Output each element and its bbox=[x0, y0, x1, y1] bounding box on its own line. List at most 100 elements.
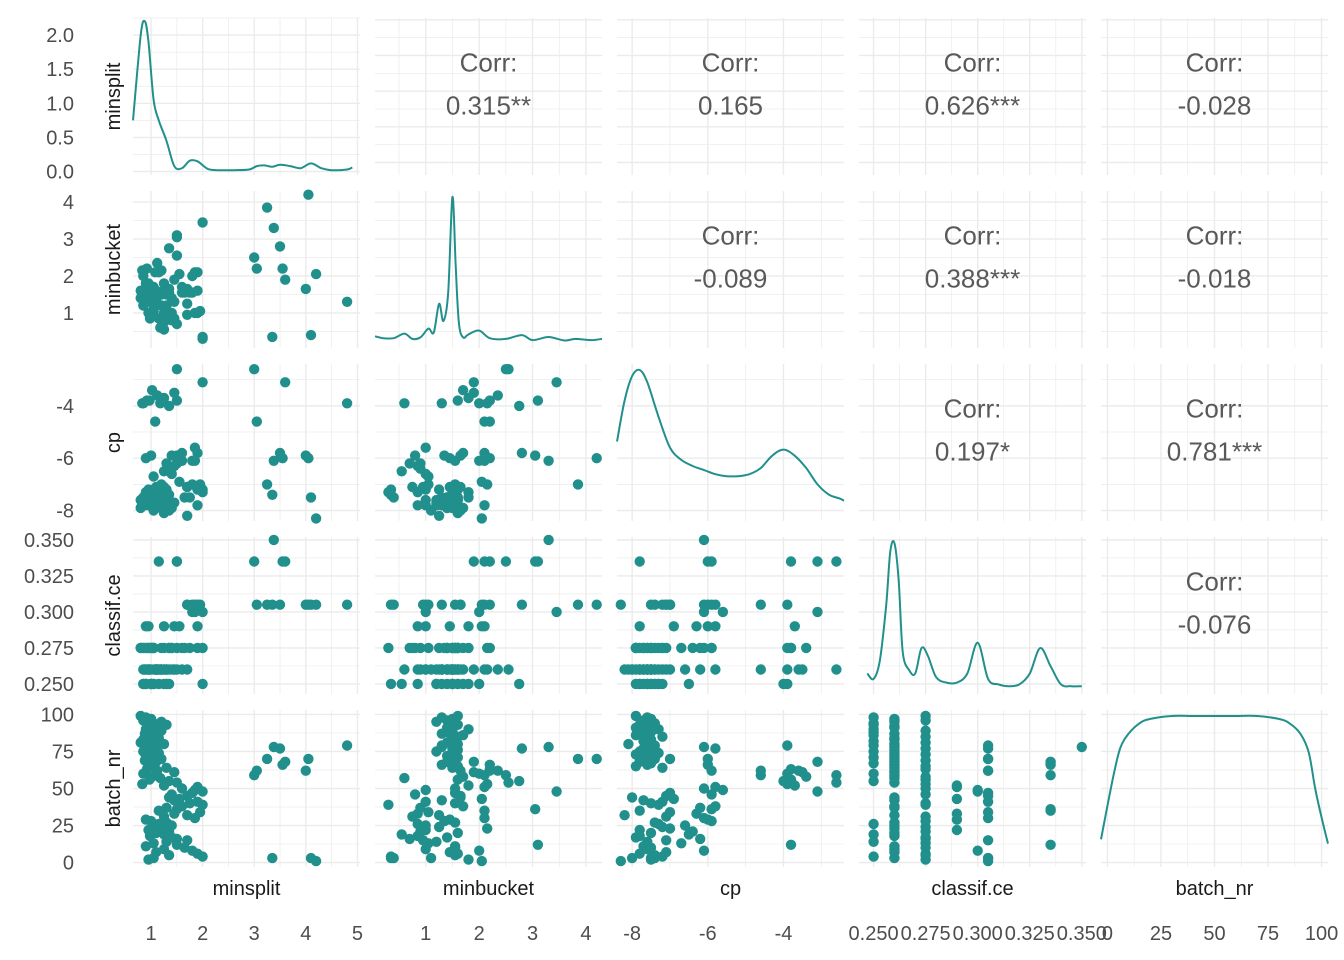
corr-label: Corr: bbox=[944, 48, 1002, 78]
data-point bbox=[174, 268, 185, 280]
data-point bbox=[268, 455, 279, 466]
data-point bbox=[145, 450, 157, 461]
data-point bbox=[514, 400, 525, 412]
data-point bbox=[251, 263, 262, 274]
y-tick-label: 0.300 bbox=[24, 602, 74, 624]
data-point bbox=[982, 812, 994, 824]
data-point bbox=[423, 807, 434, 818]
data-point bbox=[409, 789, 421, 800]
data-point bbox=[407, 811, 418, 822]
data-point bbox=[474, 455, 485, 466]
data-point bbox=[532, 556, 544, 567]
data-point bbox=[543, 741, 554, 753]
data-point bbox=[300, 765, 311, 776]
data-point bbox=[634, 621, 645, 632]
data-point bbox=[679, 664, 691, 675]
data-point bbox=[702, 599, 713, 610]
y-tick-label: 100 bbox=[41, 704, 74, 726]
x-tick-label: 50 bbox=[1203, 923, 1225, 945]
scatter-points-cp-vs-minsplit bbox=[135, 364, 353, 524]
panel-grid-2-2 bbox=[617, 364, 844, 521]
data-point bbox=[468, 664, 479, 675]
density-curve-cp bbox=[616, 368, 845, 502]
data-point bbox=[664, 753, 676, 765]
data-point bbox=[303, 189, 314, 200]
data-point bbox=[267, 599, 278, 610]
data-point bbox=[630, 761, 642, 772]
data-point bbox=[197, 678, 208, 690]
data-point bbox=[433, 664, 445, 675]
data-point bbox=[439, 450, 450, 461]
data-point bbox=[277, 263, 288, 274]
panel-grid-1-4 bbox=[1101, 191, 1328, 348]
data-point bbox=[310, 268, 322, 280]
data-point bbox=[341, 599, 353, 610]
data-point bbox=[277, 453, 288, 464]
data-point bbox=[492, 664, 503, 675]
data-point bbox=[782, 599, 793, 610]
data-point bbox=[634, 805, 645, 816]
scatter-points-minbucket-vs-minsplit bbox=[135, 189, 353, 344]
data-point bbox=[782, 664, 793, 675]
data-point bbox=[645, 852, 657, 864]
density-curve-batch_nr bbox=[1100, 714, 1329, 844]
row-strip-label: batch_nr bbox=[103, 749, 125, 827]
data-point bbox=[166, 664, 177, 675]
data-point bbox=[543, 534, 554, 546]
data-point bbox=[261, 479, 273, 490]
data-point bbox=[642, 759, 653, 770]
data-point bbox=[476, 855, 487, 867]
data-point bbox=[476, 599, 487, 610]
corr-value: 0.165 bbox=[698, 91, 763, 121]
corr-value: -0.028 bbox=[1178, 91, 1252, 121]
data-point bbox=[661, 664, 672, 675]
data-point bbox=[484, 599, 495, 610]
data-point bbox=[951, 781, 963, 793]
y-tick-label: 0.275 bbox=[24, 638, 74, 660]
x-tick-label: 0.250 bbox=[849, 923, 899, 945]
data-point bbox=[982, 753, 994, 765]
data-point bbox=[171, 556, 183, 567]
data-point bbox=[388, 492, 399, 503]
data-point bbox=[982, 855, 994, 867]
data-point bbox=[889, 830, 900, 842]
data-point bbox=[449, 798, 461, 809]
data-point bbox=[698, 783, 710, 794]
data-point bbox=[433, 821, 445, 833]
data-point bbox=[455, 450, 466, 461]
data-point bbox=[463, 780, 474, 791]
data-point bbox=[706, 789, 717, 800]
data-point bbox=[409, 450, 421, 461]
data-point bbox=[267, 489, 278, 500]
data-point bbox=[626, 852, 638, 864]
data-point bbox=[452, 774, 463, 785]
data-point bbox=[698, 845, 710, 856]
data-point bbox=[143, 642, 154, 654]
data-point bbox=[143, 854, 154, 865]
data-point bbox=[868, 775, 879, 787]
data-point bbox=[982, 765, 994, 776]
y-tick-label: 2.0 bbox=[46, 25, 74, 47]
data-point bbox=[591, 599, 602, 610]
panel-grid-0-2 bbox=[617, 18, 844, 175]
data-point bbox=[615, 855, 626, 867]
data-point bbox=[664, 599, 676, 610]
data-point bbox=[310, 599, 322, 610]
x-tick-label: 5 bbox=[352, 923, 363, 945]
data-point bbox=[661, 835, 672, 846]
data-point bbox=[404, 458, 415, 469]
data-point bbox=[417, 599, 429, 610]
data-point bbox=[171, 364, 183, 375]
corr-label: Corr: bbox=[944, 221, 1002, 251]
data-point bbox=[668, 793, 679, 805]
row-strip-label: cp bbox=[103, 432, 125, 453]
data-point bbox=[482, 642, 493, 654]
data-point bbox=[657, 731, 668, 742]
y-tick-label: 2 bbox=[63, 266, 74, 288]
data-point bbox=[412, 664, 423, 675]
data-point bbox=[163, 400, 175, 412]
data-point bbox=[717, 784, 729, 796]
data-point bbox=[514, 775, 525, 787]
data-point bbox=[182, 481, 193, 493]
data-point bbox=[436, 740, 447, 751]
